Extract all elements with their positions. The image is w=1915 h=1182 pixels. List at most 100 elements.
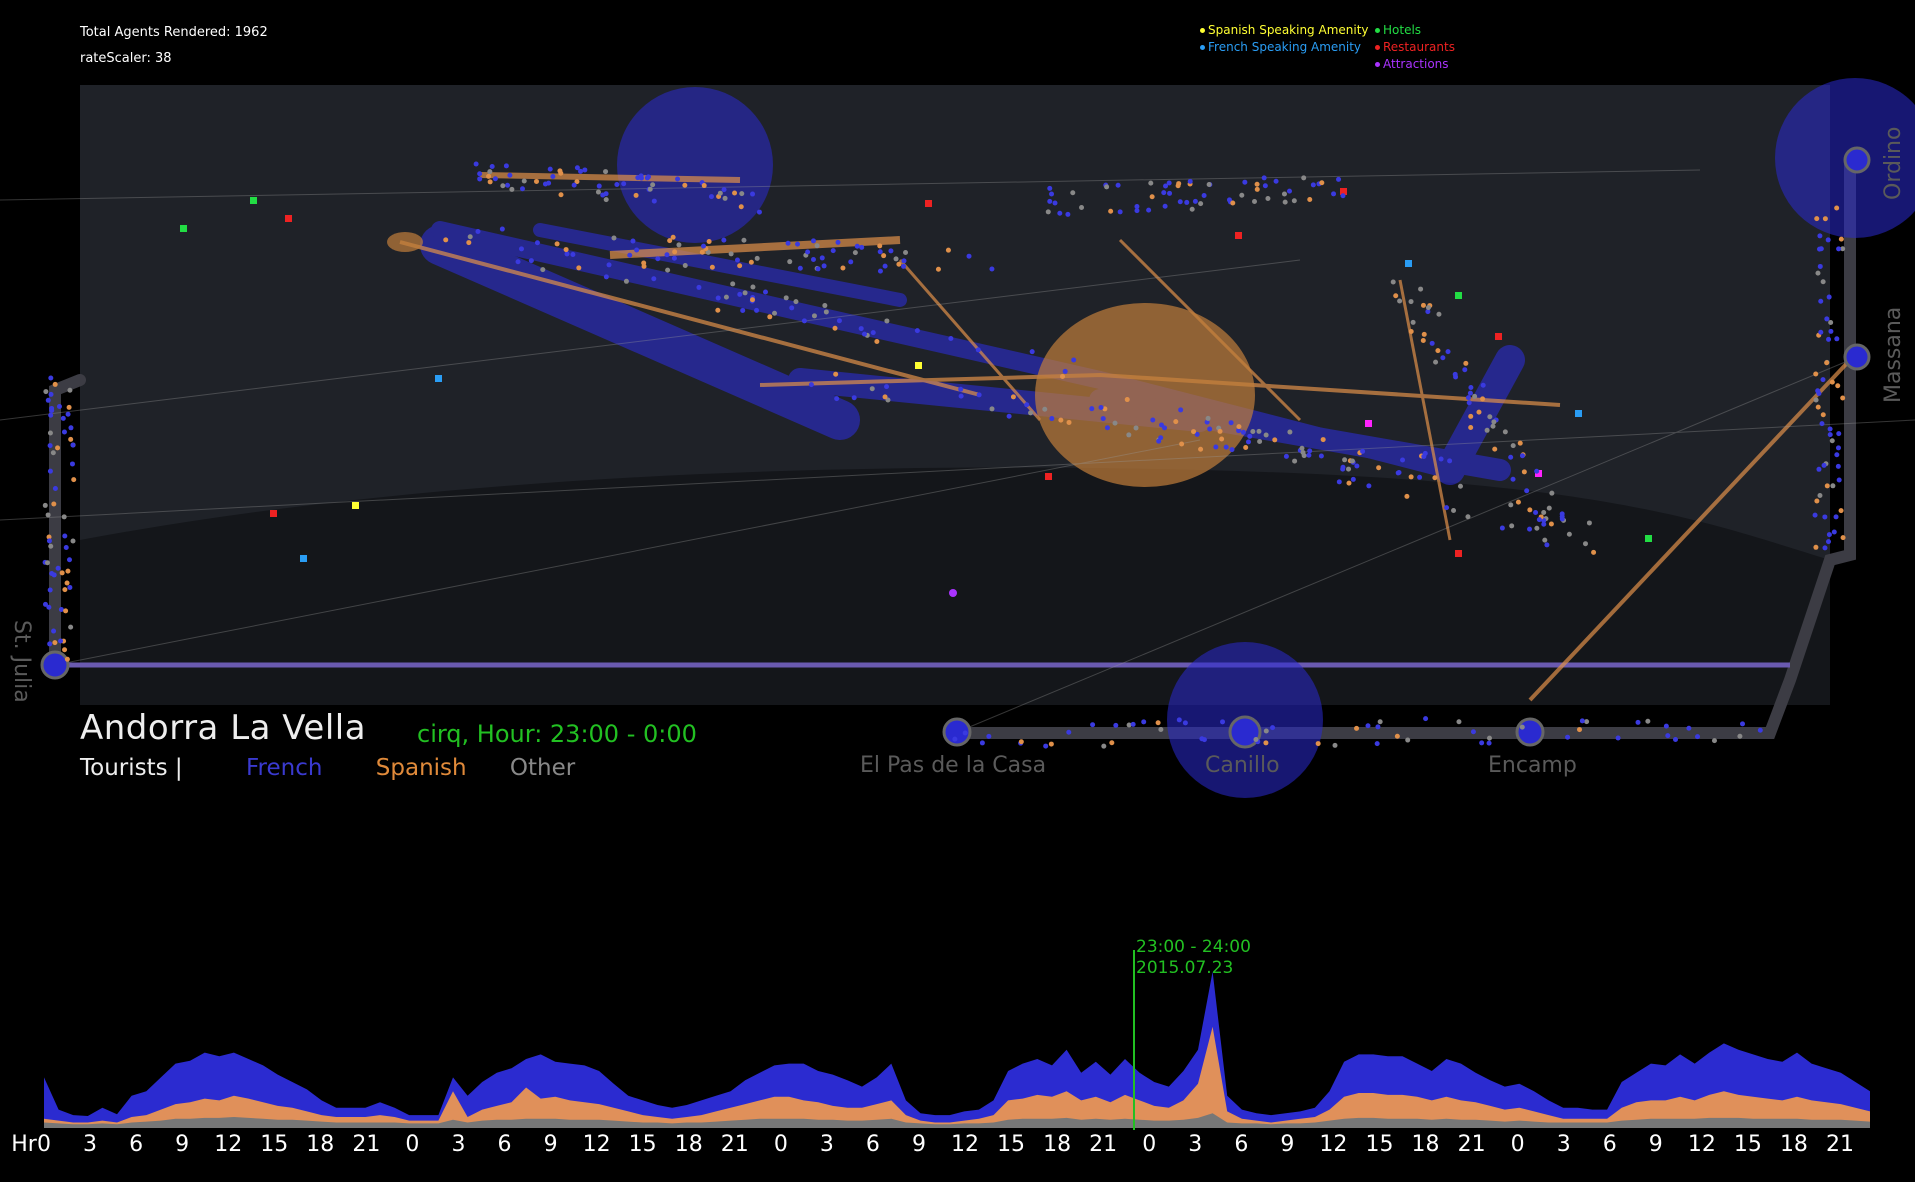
agent-dot — [1346, 480, 1352, 486]
agent-dot — [852, 250, 858, 256]
agent-dot — [46, 534, 52, 540]
agent-dot — [1336, 479, 1342, 485]
agent-dot — [1480, 396, 1486, 402]
agent-dot — [1198, 201, 1204, 207]
agent-dot — [945, 247, 951, 253]
agent-dot — [564, 251, 570, 257]
agent-dot — [547, 166, 553, 172]
agent-dot — [650, 182, 656, 188]
agent-dot — [582, 167, 588, 173]
agent-dot — [596, 183, 602, 189]
agent-dot — [1429, 340, 1435, 346]
agent-dot — [505, 182, 511, 188]
agent-dot — [1161, 190, 1167, 196]
agent-dot — [1134, 208, 1140, 214]
agent-dot — [1818, 246, 1824, 252]
agent-dot — [1840, 395, 1846, 401]
agent-dot — [1360, 448, 1366, 454]
agent-dot — [1282, 199, 1288, 205]
agent-dot — [1299, 445, 1305, 451]
agent-dot — [793, 299, 799, 305]
agent-dot — [1149, 194, 1155, 200]
agent-dot — [1318, 453, 1324, 459]
agent-dot — [1287, 429, 1293, 435]
agent-dot — [45, 397, 51, 403]
agent-dot — [46, 538, 52, 544]
agent-dot — [1229, 447, 1235, 453]
agent-dot — [877, 243, 883, 249]
agent-dot — [819, 255, 825, 261]
agent-dot — [717, 190, 723, 196]
agent-dot — [715, 307, 721, 313]
axis-tick: 18 — [1043, 1132, 1072, 1157]
agent-dot — [519, 186, 525, 192]
city-label-st-julia[interactable]: St. Julia — [9, 620, 34, 703]
city-label-encamp[interactable]: Encamp — [1488, 753, 1577, 778]
agent-dot — [1354, 725, 1360, 731]
agent-dot — [1814, 498, 1820, 504]
agent-dot — [989, 266, 995, 272]
axis-tick: 12 — [1687, 1132, 1716, 1157]
agent-dot — [1515, 499, 1521, 505]
city-label-el-pas[interactable]: El Pas de la Casa — [860, 753, 1047, 778]
agent-dot — [1101, 743, 1107, 749]
tourist-legend: Tourists | French Spanish Other — [80, 755, 591, 781]
agent-dot — [1536, 517, 1542, 523]
agent-dot — [62, 533, 68, 539]
axis-tick: 15 — [997, 1132, 1026, 1157]
agent-dot — [574, 165, 580, 171]
agent-dot — [740, 307, 746, 313]
agent-dot — [1820, 377, 1826, 383]
timeline-chart[interactable] — [0, 930, 1915, 1130]
agent-dot — [1058, 417, 1064, 423]
city-label-canillo[interactable]: Canillo — [1205, 753, 1280, 778]
agent-dot — [1365, 723, 1371, 729]
agent-dot — [46, 604, 52, 610]
agent-dot — [1213, 444, 1219, 450]
agent-flow-overlay — [0, 78, 1915, 798]
agent-dot — [797, 265, 803, 271]
city-label-ordino[interactable]: Ordino — [1881, 126, 1906, 200]
agent-dot — [603, 197, 609, 203]
legend-other[interactable]: Other — [509, 755, 576, 781]
stats-panel: Total Agents Rendered: 1962 rateScaler: … — [80, 20, 268, 72]
agent-dot — [563, 247, 569, 253]
agent-dot — [805, 249, 811, 255]
agent-dot — [55, 445, 61, 451]
agent-dot — [1060, 373, 1066, 379]
agent-dot — [986, 733, 992, 739]
agent-dot — [1418, 286, 1424, 292]
agent-dot — [1826, 294, 1832, 300]
agent-dot — [1835, 383, 1841, 389]
agent-dot — [518, 246, 524, 252]
spanish-hotspot — [1035, 303, 1255, 487]
agent-dot — [672, 249, 678, 255]
agent-dot — [71, 477, 77, 483]
agent-dot — [1206, 181, 1212, 187]
axis-tick: 18 — [674, 1132, 703, 1157]
legend-spanish[interactable]: Spanish — [375, 755, 467, 781]
legend-french[interactable]: French — [246, 755, 323, 781]
agent-dot — [1835, 463, 1841, 469]
agent-dot — [1320, 437, 1326, 443]
agent-dot — [1079, 204, 1085, 210]
axis-tick: 0 — [773, 1132, 788, 1157]
agent-dot — [1047, 185, 1053, 191]
peak-time: 23:00 - 24:00 — [1136, 937, 1251, 957]
agent-dot — [1838, 236, 1844, 242]
city-label-massana[interactable]: Massana — [1881, 306, 1906, 403]
agent-dot — [1179, 441, 1185, 447]
agent-dot — [65, 411, 71, 417]
agent-dot — [882, 394, 888, 400]
agent-dot — [68, 436, 74, 442]
agent-dot — [664, 252, 670, 258]
agent-dot — [1836, 431, 1842, 437]
agent-dot — [821, 263, 827, 269]
agent-dot — [49, 408, 55, 414]
agent-dot — [574, 179, 580, 185]
agent-dot — [65, 568, 71, 574]
agent-dot — [901, 258, 907, 264]
dot-icon — [1375, 62, 1380, 67]
agent-dot — [701, 183, 707, 189]
agent-dot — [696, 284, 702, 290]
